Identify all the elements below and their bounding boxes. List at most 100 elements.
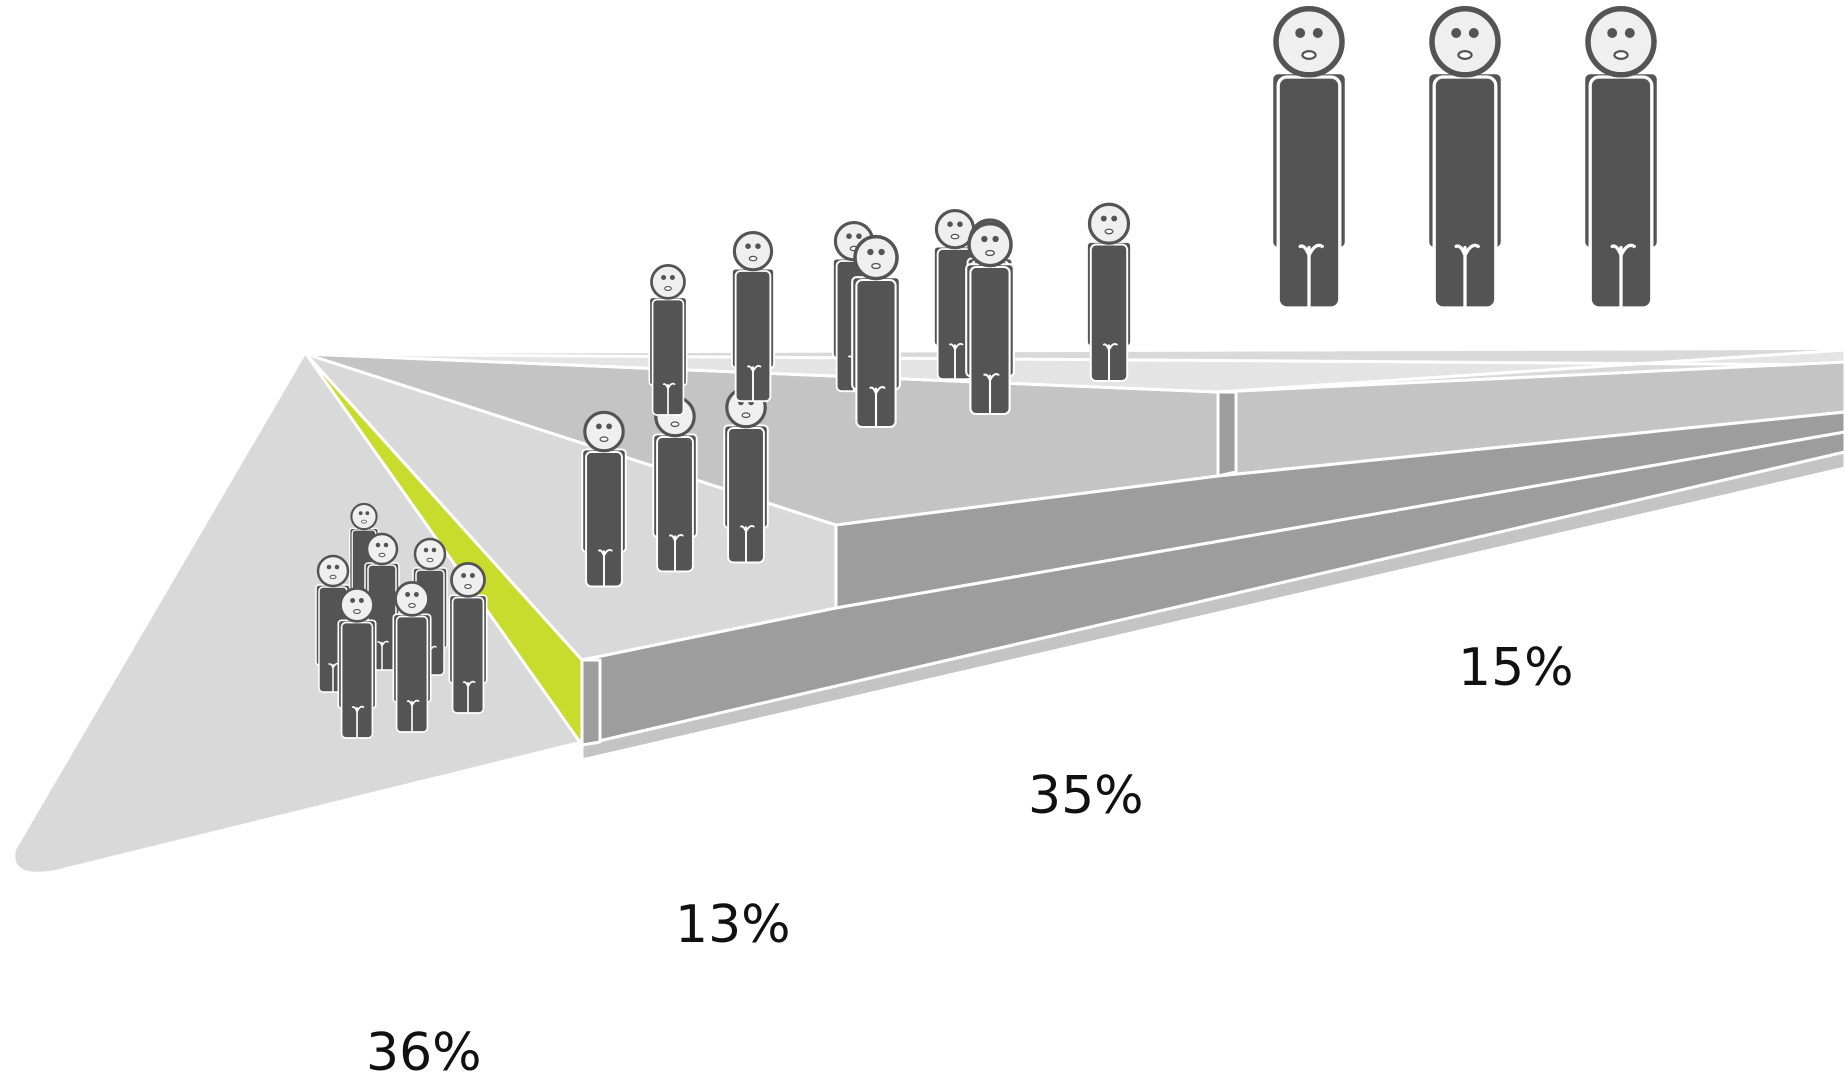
person-eye-left	[405, 592, 411, 597]
person-eye-left	[1295, 28, 1306, 38]
person-head	[1273, 6, 1345, 78]
person-eye-right	[1111, 215, 1118, 222]
step-3-person-1	[648, 264, 688, 416]
person-head	[350, 502, 378, 531]
value-label-step-1: 36%	[366, 1023, 482, 1083]
person-legs	[668, 533, 684, 573]
step-4-side	[1216, 390, 1238, 478]
person-eye-left	[947, 221, 953, 227]
step-4-person-3	[1581, 6, 1661, 310]
person-mouth	[426, 557, 434, 563]
person-eye-right	[992, 235, 999, 243]
value-label-step-3: 35%	[1028, 766, 1144, 826]
person-eye-right	[1312, 28, 1323, 38]
step-2-person-1	[723, 386, 769, 564]
person-mouth	[1457, 50, 1473, 60]
person-eye-right	[606, 423, 612, 430]
person-legs	[662, 382, 676, 416]
person-legs	[739, 524, 755, 564]
person-legs	[747, 364, 762, 403]
person-eye-left	[596, 423, 602, 430]
person-mouth	[1301, 50, 1317, 60]
person-legs	[377, 640, 389, 671]
person-mouth	[670, 421, 680, 428]
person-eye-right	[1468, 28, 1479, 38]
person-eye-left	[326, 564, 332, 570]
step-1-person-6	[337, 587, 377, 739]
person-head	[583, 410, 625, 453]
person-head	[967, 221, 1013, 268]
person-legs	[1102, 342, 1118, 382]
person-eye-right	[334, 564, 340, 570]
person-eye-left	[846, 233, 852, 239]
person-eye-left	[350, 598, 356, 603]
step-3-person-7	[851, 234, 901, 429]
step-4-person-1	[1269, 6, 1349, 310]
person-eye-right	[358, 598, 364, 603]
person-head	[413, 537, 447, 571]
step-3-person-2	[730, 231, 776, 403]
person-eye-right	[365, 511, 370, 516]
person-legs	[597, 548, 613, 588]
person-mouth	[950, 233, 960, 240]
step-2-person-3	[581, 410, 627, 588]
person-eye-left	[461, 573, 467, 578]
person-eye-right	[669, 275, 675, 280]
person-eye-left	[1100, 215, 1107, 222]
person-legs	[1454, 243, 1480, 310]
person-head	[394, 581, 430, 617]
person-mouth	[464, 584, 472, 589]
person-eye-right	[383, 542, 389, 548]
person-mouth	[599, 436, 609, 443]
person-legs	[406, 699, 420, 733]
person-eye-right	[431, 547, 437, 553]
person-head	[732, 231, 774, 272]
person-legs	[462, 680, 476, 714]
person-legs	[1610, 243, 1636, 310]
person-legs	[869, 386, 886, 429]
step-3-person-8	[965, 221, 1015, 416]
person-eye-right	[957, 221, 963, 227]
separator-band-3	[304, 348, 1845, 394]
person-eye-left	[375, 542, 381, 548]
person-eye-right	[856, 233, 862, 239]
step-3-front	[834, 410, 1845, 610]
person-mouth	[378, 552, 386, 558]
person-head	[1429, 6, 1501, 78]
step-1-person-7	[392, 581, 432, 733]
step-1-front-light	[580, 450, 1845, 762]
person-legs	[351, 705, 365, 739]
person-mouth	[1104, 228, 1114, 235]
person-legs	[983, 373, 1000, 416]
value-label-step-2: 13%	[675, 895, 791, 955]
person-head	[339, 587, 375, 623]
person-mouth	[408, 603, 416, 608]
person-head	[1087, 202, 1131, 245]
person-eye-left	[358, 511, 363, 516]
person-eye-left	[661, 275, 667, 280]
value-label-step-4: 15%	[1458, 638, 1574, 698]
person-mouth	[748, 255, 758, 262]
person-eye-right	[469, 573, 475, 578]
person-mouth	[329, 574, 337, 580]
step-4-person-2	[1425, 6, 1505, 310]
person-mouth	[741, 412, 751, 419]
person-mouth	[353, 609, 361, 614]
person-eye-right	[413, 592, 419, 597]
person-head	[365, 532, 399, 566]
person-eye-left	[867, 248, 874, 256]
step-3-person-5	[1085, 202, 1133, 382]
person-mouth	[1613, 50, 1629, 60]
person-eye-right	[755, 243, 761, 249]
person-mouth	[664, 286, 672, 291]
person-head	[1585, 6, 1657, 78]
person-eye-left	[745, 243, 751, 249]
step-1-side	[580, 658, 602, 747]
step-2-person-2	[652, 395, 698, 573]
person-legs	[1298, 243, 1324, 310]
person-mouth	[361, 519, 367, 524]
person-eye-left	[981, 235, 988, 243]
person-eye-right	[878, 248, 885, 256]
